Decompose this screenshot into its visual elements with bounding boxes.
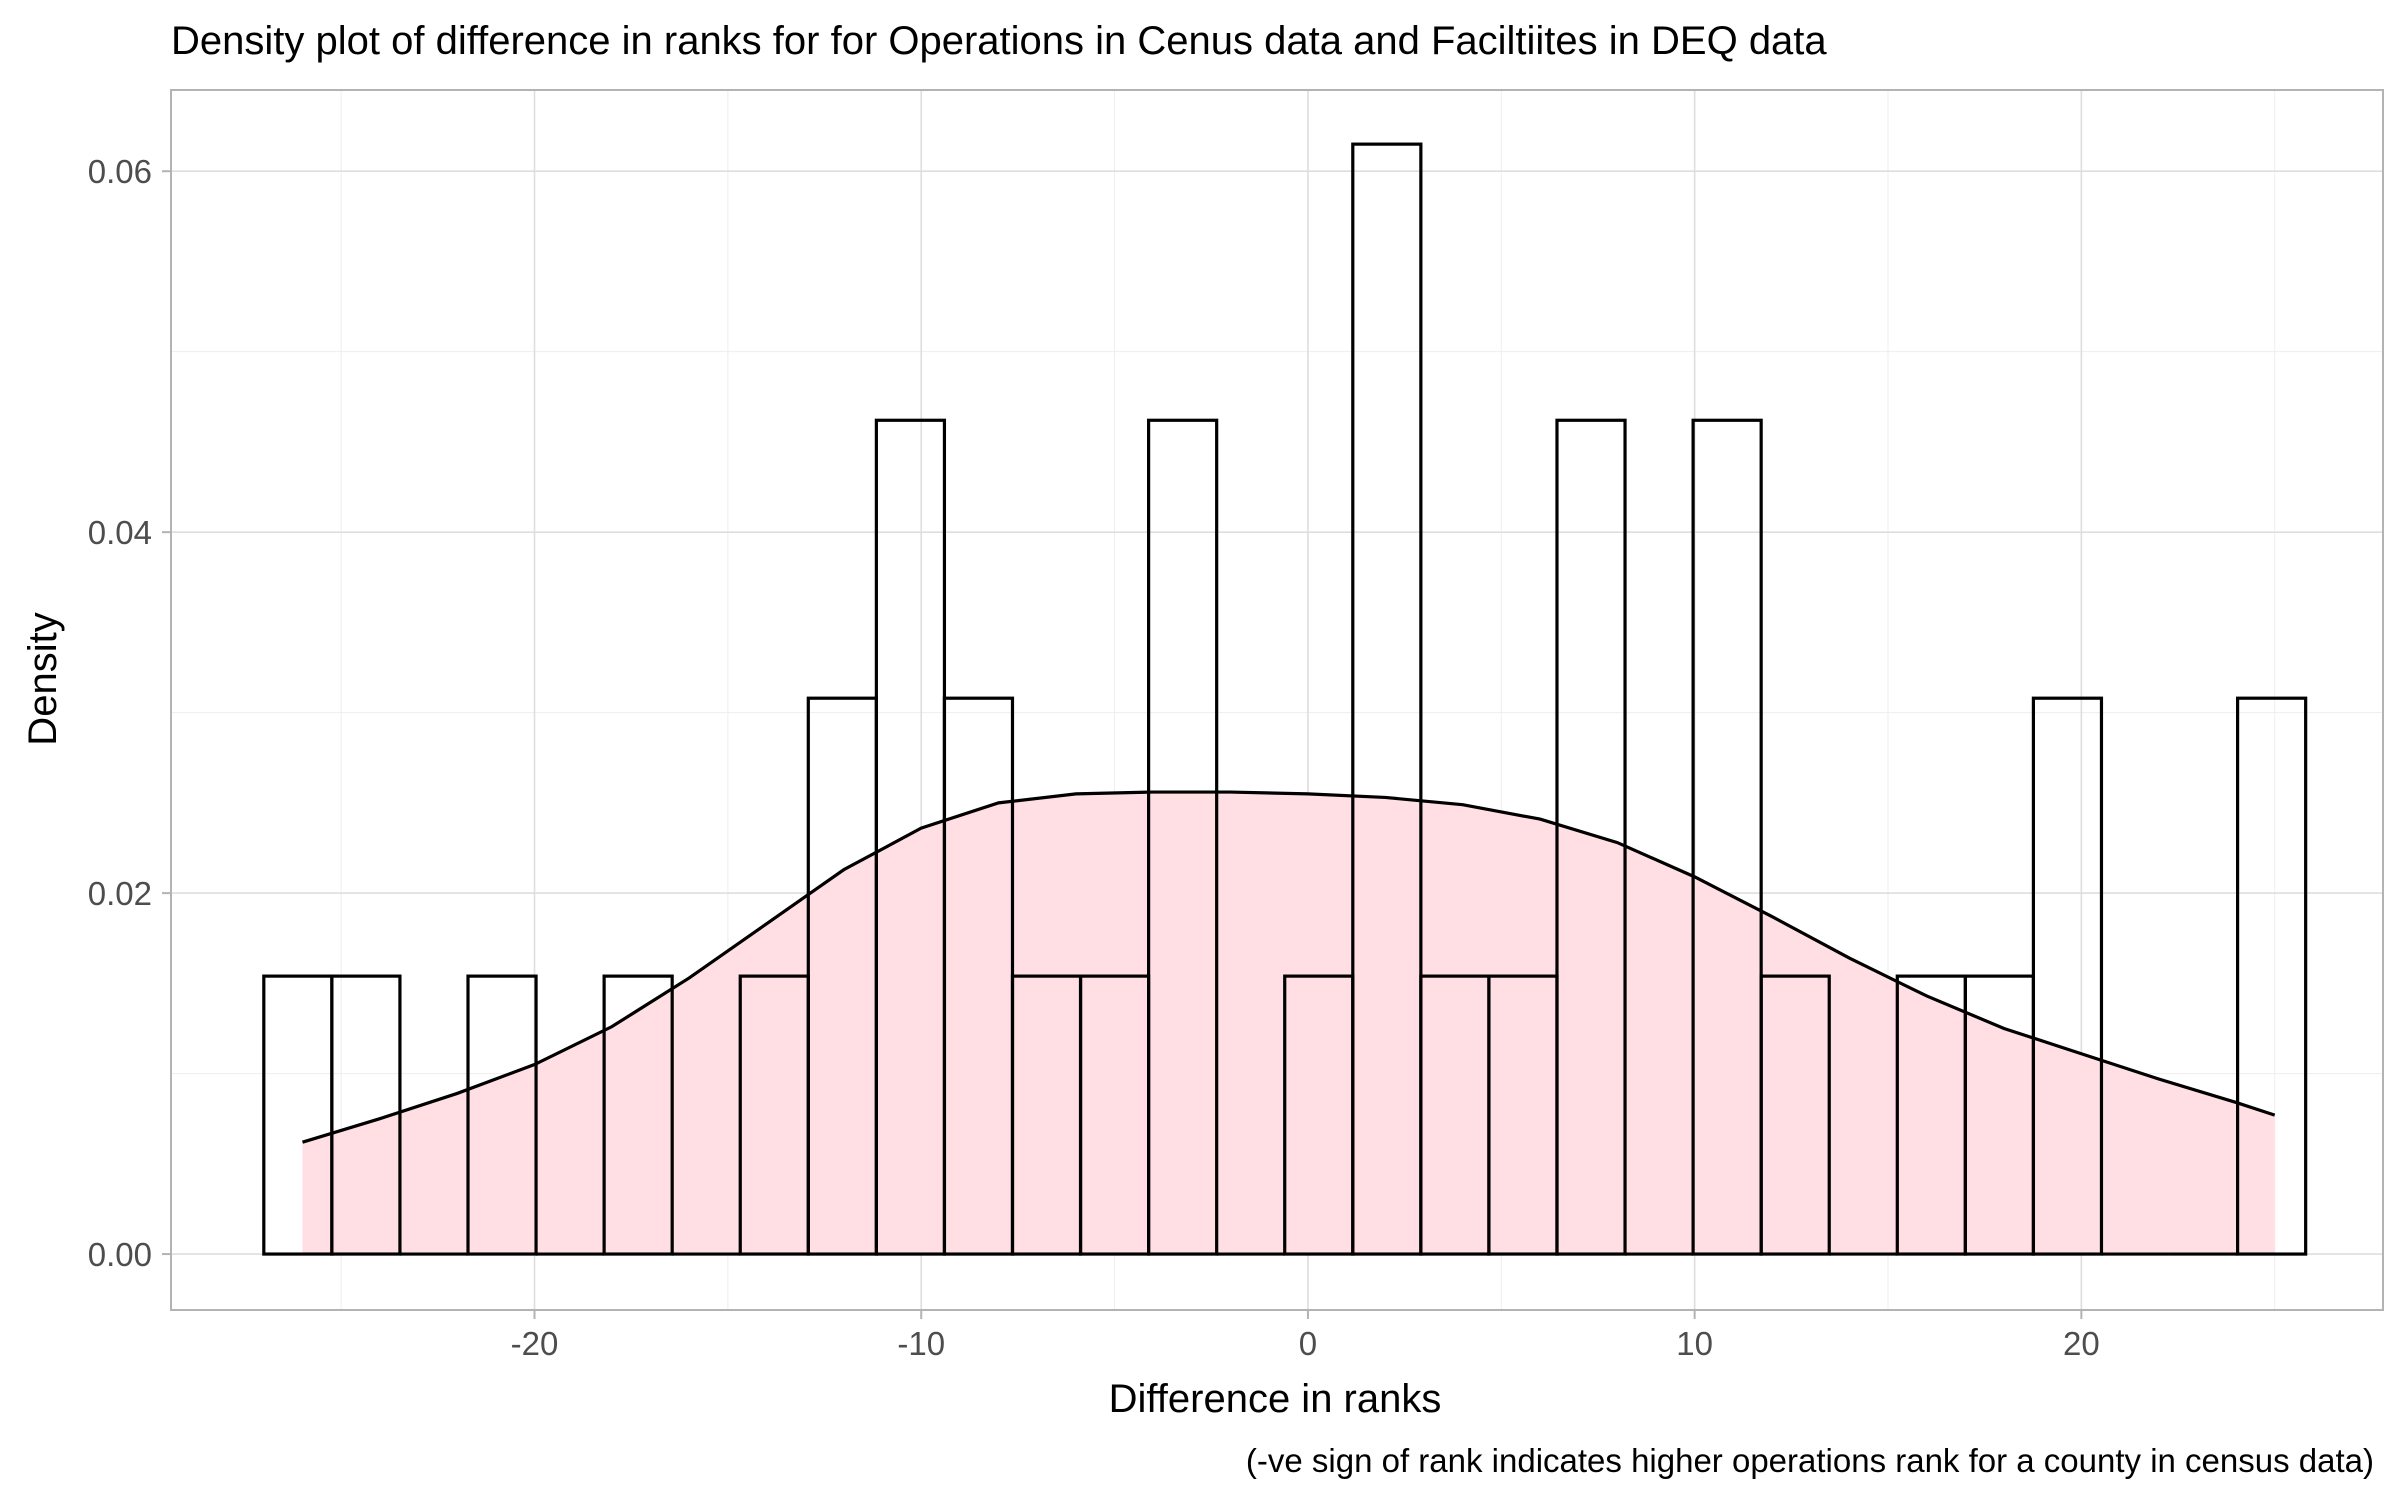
histogram-bar bbox=[2236, 696, 2308, 1256]
histogram-bar bbox=[1351, 142, 1423, 1256]
histogram-bar bbox=[466, 974, 538, 1256]
density-line bbox=[302, 790, 2276, 1144]
density-area-layer bbox=[302, 792, 2275, 1255]
histogram-bar bbox=[1147, 418, 1219, 1256]
chart-caption: (-ve sign of rank indicates higher opera… bbox=[1246, 1442, 2374, 1479]
histogram-bar bbox=[2031, 696, 2104, 1256]
plot-panel-border bbox=[170, 89, 2384, 1311]
y-tick-label: 0.02 bbox=[88, 875, 152, 912]
density-area bbox=[302, 792, 2275, 1255]
x-tick-label: -10 bbox=[897, 1325, 945, 1362]
x-axis-title: Difference in ranks bbox=[1109, 1377, 1442, 1421]
histogram-bars bbox=[262, 142, 2308, 1256]
x-tick-label: -20 bbox=[511, 1325, 559, 1362]
y-axis-title: Density bbox=[21, 612, 65, 745]
x-tick-label: 20 bbox=[2063, 1325, 2100, 1362]
y-tick-label: 0.00 bbox=[88, 1236, 152, 1273]
x-tick-label: 10 bbox=[1676, 1325, 1713, 1362]
x-tick-label: 0 bbox=[1299, 1325, 1317, 1362]
y-tick-label: 0.06 bbox=[88, 153, 152, 190]
axis-ticks: -20 -10 0 10 20 0.00 0.02 0.04 0.06 bbox=[88, 153, 2100, 1362]
histogram-bar bbox=[1555, 418, 1627, 1256]
chart-title: Density plot of difference in ranks for … bbox=[171, 19, 1827, 63]
histogram-bar bbox=[330, 974, 402, 1256]
histogram-bar bbox=[602, 974, 674, 1256]
density-line-layer bbox=[302, 790, 2276, 1144]
histogram-bar bbox=[1691, 418, 1763, 1256]
y-tick-label: 0.04 bbox=[88, 514, 152, 551]
histogram-bar bbox=[1759, 974, 1831, 1256]
